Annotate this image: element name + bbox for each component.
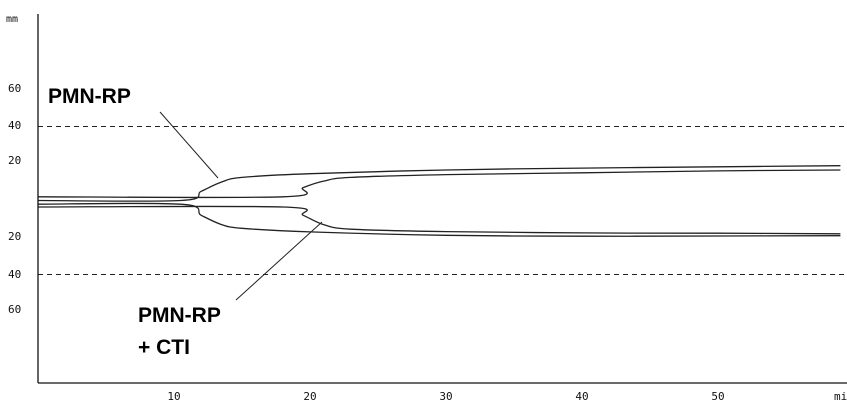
series-pmn-rp-lower-curve: [37, 202, 841, 237]
y-tick-label-lower-60: 60: [8, 303, 21, 316]
annotation-pmn-rp: PMN-RP: [48, 85, 131, 108]
y-tick-label-upper-40: 40: [8, 119, 21, 132]
leader-line-pmn-rp: [159, 111, 219, 179]
series-pmn-rp-cti-upper-curve: [37, 169, 841, 199]
x-tick-label-50: 50: [711, 390, 724, 403]
annotation-leaders: [159, 111, 323, 301]
y-tick-label-lower-20: 20: [8, 230, 21, 243]
x-tick-label-10: 10: [167, 390, 180, 403]
annotation-pmn-rp-cti-line2: + CTI: [138, 336, 190, 359]
leader-line-pmn-rp-cti: [235, 221, 323, 301]
y-unit-label: mm: [6, 14, 18, 25]
y-tick-label-upper-60: 60: [8, 82, 21, 95]
annotation-pmn-rp-cti-line1: PMN-RP: [138, 304, 221, 327]
x-tick-label-20: 20: [303, 390, 316, 403]
y-tick-label-lower-40: 40: [8, 268, 21, 281]
x-tick-label-40: 40: [575, 390, 588, 403]
x-unit-label: min: [834, 390, 847, 403]
x-tick-label-30: 30: [439, 390, 452, 403]
curves: [37, 165, 841, 237]
y-tick-label-upper-20: 20: [8, 154, 21, 167]
series-pmn-rp-cti-lower-curve: [37, 205, 841, 235]
x-tick-labels: 10 20 30 40 50: [167, 390, 724, 403]
